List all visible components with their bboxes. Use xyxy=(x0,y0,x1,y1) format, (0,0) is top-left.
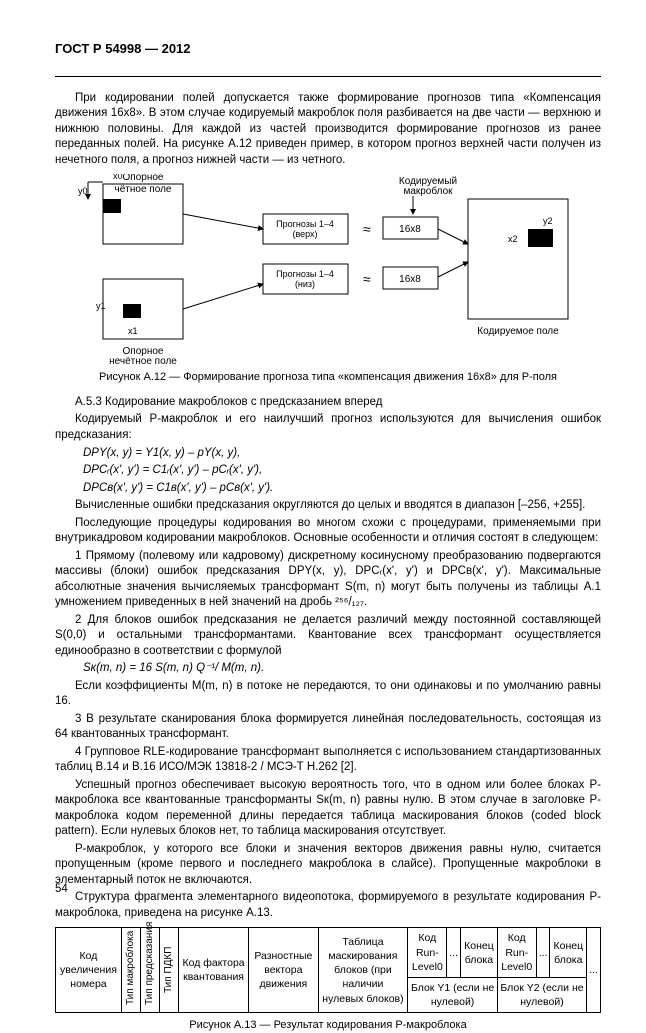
svg-text:(низ): (низ) xyxy=(295,279,315,289)
figure-a12-svg: Опорное чётное поле y0 x0 Опорное нечётн… xyxy=(68,174,588,364)
svg-text:≈: ≈ xyxy=(363,221,371,237)
svg-text:Прогнозы 1–4: Прогнозы 1–4 xyxy=(276,219,334,229)
svg-text:x0: x0 xyxy=(113,174,123,181)
figure-a13-table: Код увеличения номера Тип макроблока Тип… xyxy=(55,927,601,1013)
p2: Кодируемый P-макроблок и его наилучший п… xyxy=(55,412,601,443)
section-a53: А.5.3 Кодирование макроблоков с предсказ… xyxy=(55,395,601,411)
col-y2-block: Блок Y2 (если не нулевой) xyxy=(497,977,586,1012)
doc-header: ГОСТ Р 54998 — 2012 xyxy=(55,40,601,58)
svg-text:y0: y0 xyxy=(78,186,88,196)
svg-text:16x8: 16x8 xyxy=(399,274,421,285)
p12: Структура фрагмента элементарного видеоп… xyxy=(55,890,601,921)
svg-text:Кодируемое поле: Кодируемое поле xyxy=(477,326,559,337)
svg-text:x2: x2 xyxy=(508,234,518,244)
svg-text:чётное поле: чётное поле xyxy=(115,184,172,195)
para-intro: При кодировании полей допускается также … xyxy=(55,91,601,169)
svg-text:нечётное поле: нечётное поле xyxy=(109,356,177,364)
p9: 4 Групповое RLE-кодирование трансформант… xyxy=(55,745,601,776)
svg-text:макроблок: макроблок xyxy=(403,185,453,197)
p4: Последующие процедуры кодирования во мно… xyxy=(55,516,601,547)
col-runlevel-1: Код Run-Level0 xyxy=(408,928,447,978)
col-motion-vectors: Разностные вектора движения xyxy=(249,928,318,1013)
svg-text:≈: ≈ xyxy=(363,271,371,287)
col-increase-code: Код увеличения номера xyxy=(56,928,122,1013)
col-y1-block: Блок Y1 (если не нулевой) xyxy=(408,977,497,1012)
figure-a13-caption: Рисунок А.13 — Результат кодирования P-м… xyxy=(55,1018,601,1033)
svg-text:y2: y2 xyxy=(543,216,553,226)
p5: 1 Прямому (полевому или кадровому) дискр… xyxy=(55,549,601,611)
formula-2: DPCᵣ(x', y') = C1ᵣ(x', y') – pCᵣ(x', y')… xyxy=(83,463,601,479)
svg-text:16x8: 16x8 xyxy=(399,224,421,235)
svg-text:(верх): (верх) xyxy=(292,229,317,239)
col-ellipsis-2: ... xyxy=(536,928,550,978)
col-pred-type: Тип предсказания xyxy=(140,928,159,1013)
p11: P-макроблок, у которого все блоки и знач… xyxy=(55,842,601,889)
p8: 3 В результате сканирования блока формир… xyxy=(55,712,601,743)
p10: Успешный прогноз обеспечивает высокую ве… xyxy=(55,778,601,840)
col-ellipsis-1: ... xyxy=(447,928,461,978)
page-number: 54 xyxy=(55,882,68,898)
col-runlevel-2: Код Run-Level0 xyxy=(497,928,536,978)
header-rule xyxy=(55,76,601,77)
svg-text:Прогнозы 1–4: Прогнозы 1–4 xyxy=(276,269,334,279)
svg-text:y1: y1 xyxy=(96,301,106,311)
col-ellipsis-3: ... xyxy=(587,928,601,1013)
p6: 2 Для блоков ошибок предсказания не дела… xyxy=(55,613,601,660)
col-pdkp-type: Тип ПДКП xyxy=(159,928,178,1013)
formula-4: Sк(m, n) = 16 S(m, n) Q⁻¹/ M(m, n). xyxy=(83,661,601,677)
p7: Если коэффициенты M(m, n) в потоке не пе… xyxy=(55,679,601,710)
figure-a12: Опорное чётное поле y0 x0 Опорное нечётн… xyxy=(68,174,588,364)
page: ГОСТ Р 54998 — 2012 При кодировании поле… xyxy=(0,0,646,913)
col-cbp: Таблица маскирования блоков (при наличии… xyxy=(318,928,408,1013)
svg-text:Опорное: Опорное xyxy=(123,174,164,183)
p3: Вычисленные ошибки предсказания округляю… xyxy=(55,498,601,514)
col-mb-type: Тип макроблока xyxy=(121,928,140,1013)
col-quant-factor: Код фактора квантования xyxy=(178,928,248,1013)
col-endblock-2: Конец блока xyxy=(550,928,587,978)
svg-text:x1: x1 xyxy=(128,326,138,336)
formula-1: DPY(x, y) = Y1(x, y) – pY(x, y), xyxy=(83,446,601,462)
col-endblock-1: Конец блока xyxy=(461,928,498,978)
figure-a12-caption: Рисунок А.12 — Формирование прогноза тип… xyxy=(55,370,601,385)
formula-3: DPCʙ(x', y') = C1ʙ(x', y') – pCʙ(x', y')… xyxy=(83,481,601,497)
